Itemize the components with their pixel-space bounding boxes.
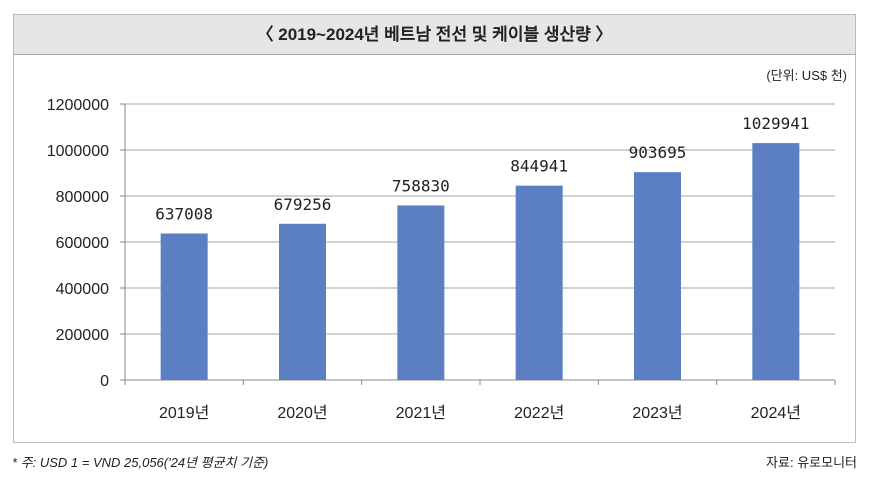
bar bbox=[515, 185, 563, 380]
data-label: 679256 bbox=[274, 195, 332, 214]
bar bbox=[279, 223, 326, 380]
bar bbox=[397, 205, 445, 380]
y-tick-label: 0 bbox=[100, 373, 109, 390]
chart-title: 〈 2019~2024년 베트남 전선 및 케이블 생산량 〉 bbox=[14, 15, 855, 55]
y-tick-label: 800000 bbox=[56, 189, 109, 206]
data-label: 1029941 bbox=[742, 114, 809, 133]
x-tick-label: 2020년 bbox=[277, 404, 327, 422]
data-label: 903695 bbox=[629, 143, 687, 162]
x-tick-label: 2024년 bbox=[751, 404, 801, 422]
data-label: 758830 bbox=[392, 176, 450, 195]
x-tick-label: 2023년 bbox=[632, 404, 682, 422]
y-tick-label: 1000000 bbox=[47, 143, 109, 160]
bar bbox=[160, 233, 208, 380]
data-label: 844941 bbox=[510, 157, 568, 176]
source-label: 자료: 유로모니터 bbox=[766, 455, 857, 470]
y-tick-label: 600000 bbox=[56, 235, 109, 252]
chart-frame: 〈 2019~2024년 베트남 전선 및 케이블 생산량 〉 (단위: US$… bbox=[13, 14, 856, 443]
data-label: 637008 bbox=[155, 204, 213, 223]
y-tick-label: 400000 bbox=[56, 281, 109, 298]
y-tick-label: 200000 bbox=[56, 327, 109, 344]
x-tick-label: 2021년 bbox=[396, 404, 446, 422]
footnote: * 주: USD 1 = VND 25,056('24년 평균치 기준) bbox=[12, 455, 269, 470]
x-tick-label: 2022년 bbox=[514, 404, 564, 422]
bar bbox=[634, 172, 681, 380]
x-tick-label: 2019년 bbox=[159, 404, 209, 422]
bar bbox=[752, 143, 800, 380]
unit-label: (단위: US$ 천) bbox=[766, 68, 847, 83]
y-tick-label: 1200000 bbox=[47, 97, 109, 114]
